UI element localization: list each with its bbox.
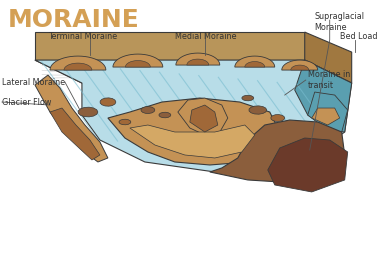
Polygon shape bbox=[176, 53, 220, 65]
Polygon shape bbox=[100, 98, 116, 106]
Text: Glacier Flow: Glacier Flow bbox=[2, 97, 51, 106]
Polygon shape bbox=[282, 60, 318, 70]
Polygon shape bbox=[125, 60, 151, 67]
Polygon shape bbox=[245, 62, 265, 67]
Polygon shape bbox=[35, 60, 352, 83]
Polygon shape bbox=[235, 56, 275, 67]
Polygon shape bbox=[159, 112, 171, 118]
Polygon shape bbox=[50, 56, 106, 70]
Polygon shape bbox=[242, 95, 254, 101]
Polygon shape bbox=[210, 120, 345, 182]
Text: Supraglacial
Moraine: Supraglacial Moraine bbox=[315, 12, 365, 32]
Polygon shape bbox=[35, 60, 352, 172]
Polygon shape bbox=[130, 125, 255, 158]
Text: Terminal Moraine: Terminal Moraine bbox=[48, 32, 117, 41]
Polygon shape bbox=[35, 75, 108, 162]
Polygon shape bbox=[119, 119, 131, 125]
Polygon shape bbox=[178, 98, 228, 135]
Polygon shape bbox=[249, 106, 267, 114]
Polygon shape bbox=[308, 92, 348, 132]
Polygon shape bbox=[113, 54, 163, 67]
Polygon shape bbox=[141, 107, 155, 113]
Polygon shape bbox=[187, 59, 209, 65]
Polygon shape bbox=[78, 107, 98, 117]
Polygon shape bbox=[35, 32, 305, 60]
Polygon shape bbox=[271, 115, 285, 122]
Polygon shape bbox=[268, 138, 348, 192]
Polygon shape bbox=[295, 60, 352, 132]
Text: MORAINE: MORAINE bbox=[8, 8, 140, 32]
Polygon shape bbox=[305, 32, 352, 83]
Text: Bed Load: Bed Load bbox=[340, 32, 377, 41]
Text: Lateral Moraine: Lateral Moraine bbox=[2, 78, 65, 87]
Polygon shape bbox=[108, 98, 280, 165]
Polygon shape bbox=[190, 105, 218, 132]
Polygon shape bbox=[64, 63, 92, 70]
Polygon shape bbox=[312, 108, 340, 125]
Text: Moraine in
transit: Moraine in transit bbox=[308, 70, 350, 90]
Polygon shape bbox=[291, 65, 309, 70]
Polygon shape bbox=[50, 108, 100, 160]
Text: Medial Moraine: Medial Moraine bbox=[175, 32, 236, 41]
